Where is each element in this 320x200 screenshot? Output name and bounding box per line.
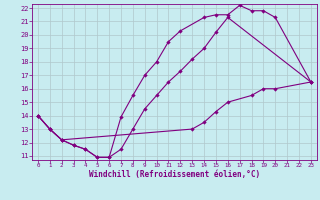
X-axis label: Windchill (Refroidissement éolien,°C): Windchill (Refroidissement éolien,°C) [89, 170, 260, 179]
